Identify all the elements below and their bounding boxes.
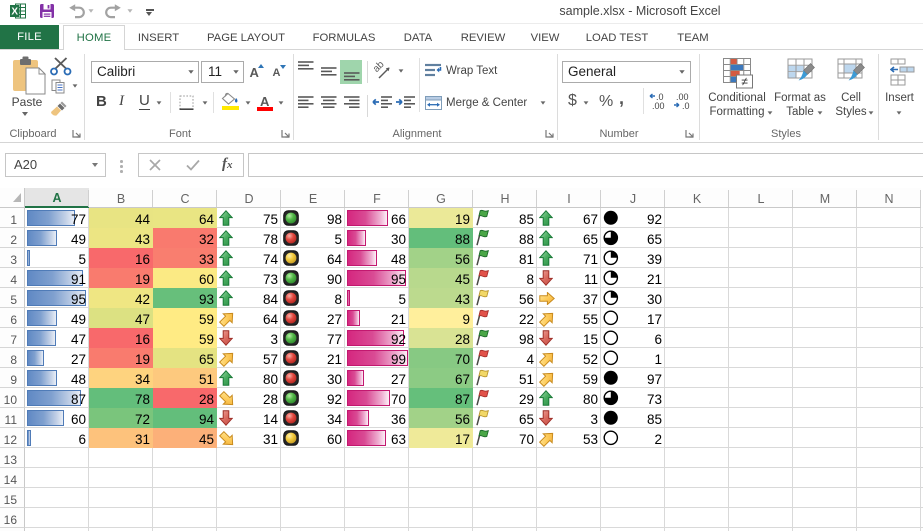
svg-text:.00: .00 xyxy=(676,92,689,102)
svg-text:≠: ≠ xyxy=(741,75,748,89)
svg-text:.0: .0 xyxy=(656,92,664,102)
svg-text:.00: .00 xyxy=(652,101,665,110)
svg-text:X: X xyxy=(11,7,18,18)
svg-text:.0: .0 xyxy=(682,101,690,110)
